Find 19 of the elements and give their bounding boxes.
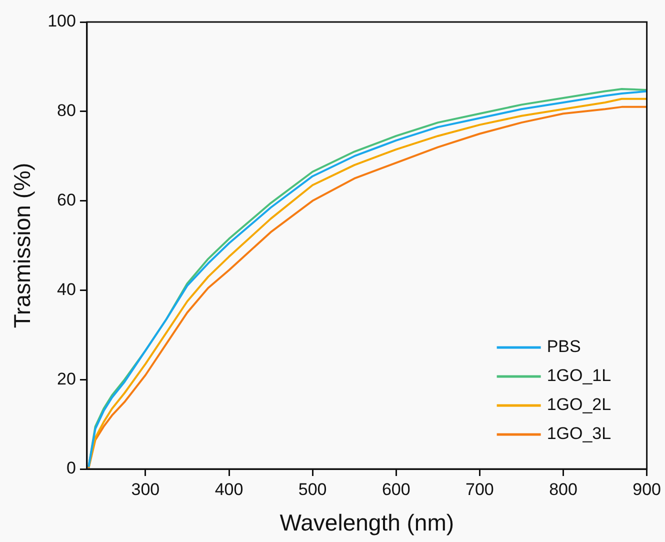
y-axis-title: Trasmission (%) [9, 162, 36, 328]
x-tick-label: 400 [214, 480, 244, 499]
x-tick-label: 500 [298, 480, 327, 499]
legend-label: PBS [546, 337, 581, 356]
x-axis-title: Wavelength (nm) [280, 510, 454, 536]
x-tick-label: 600 [382, 480, 410, 499]
x-tick-label: 800 [549, 480, 578, 499]
legend-label: 1GO_1L [546, 366, 612, 386]
y-tick-label: 100 [48, 12, 76, 31]
y-tick-label: 60 [57, 190, 76, 210]
y-tick-label: 20 [57, 369, 76, 388]
x-tick-label: 700 [466, 480, 494, 499]
x-tick-label: 300 [131, 480, 160, 499]
y-tick-label: 40 [57, 280, 76, 299]
legend-label: 1GO_2L [546, 395, 612, 414]
x-tick-label: 900 [632, 480, 662, 499]
legend-label: 1GO_3L [546, 424, 612, 444]
y-tick-label: 80 [57, 101, 76, 120]
y-tick-label: 0 [66, 458, 76, 478]
